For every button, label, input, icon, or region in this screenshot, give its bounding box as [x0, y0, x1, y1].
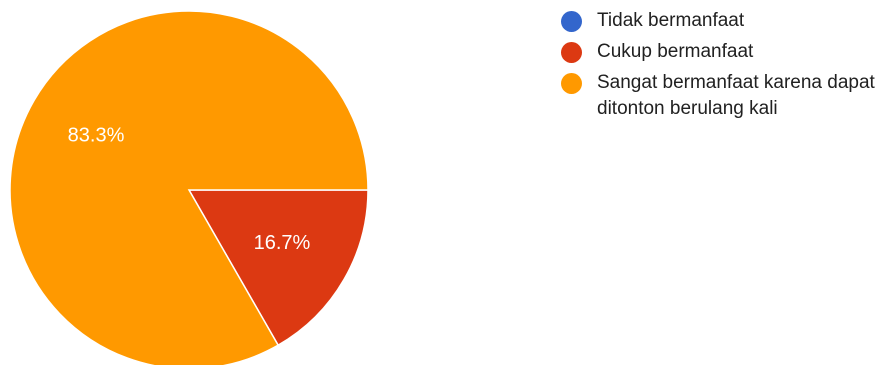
legend-swatch-tidak-bermanfaat: [561, 11, 582, 32]
legend-label-sangat-bermanfaat: Sangat bermanfaat karena dapat ditonton …: [597, 72, 875, 119]
pie-label-sangat-bermanfaat-karena-dapat-ditonton-berulang-kali: 83.3%: [68, 124, 125, 146]
legend-swatch-cukup-bermanfaat: [561, 42, 582, 63]
legend-item-tidak-bermanfaat[interactable]: Tidak bermanfaat: [561, 8, 895, 34]
legend: Tidak bermanfaat Cukup bermanfaat Sangat…: [561, 8, 895, 127]
legend-label-tidak-bermanfaat: Tidak bermanfaat: [597, 10, 745, 31]
pie-data-labels: 16.7% 83.3%: [68, 124, 311, 254]
legend-swatch-sangat-bermanfaat: [561, 73, 582, 94]
legend-item-cukup-bermanfaat[interactable]: Cukup bermanfaat: [561, 39, 895, 65]
pie-label-cukup-bermanfaat: 16.7%: [254, 232, 311, 254]
pie-slice-sangat-bermanfaat-karena-dapat-ditonton-berulang-kali[interactable]: [9, 10, 369, 365]
pie-slice-cukup-bermanfaat[interactable]: [187, 189, 369, 347]
legend-item-sangat-bermanfaat[interactable]: Sangat bermanfaat karena dapat ditonton …: [561, 70, 895, 122]
legend-label-cukup-bermanfaat: Cukup bermanfaat: [597, 41, 754, 62]
pie-slices: [9, 10, 369, 365]
